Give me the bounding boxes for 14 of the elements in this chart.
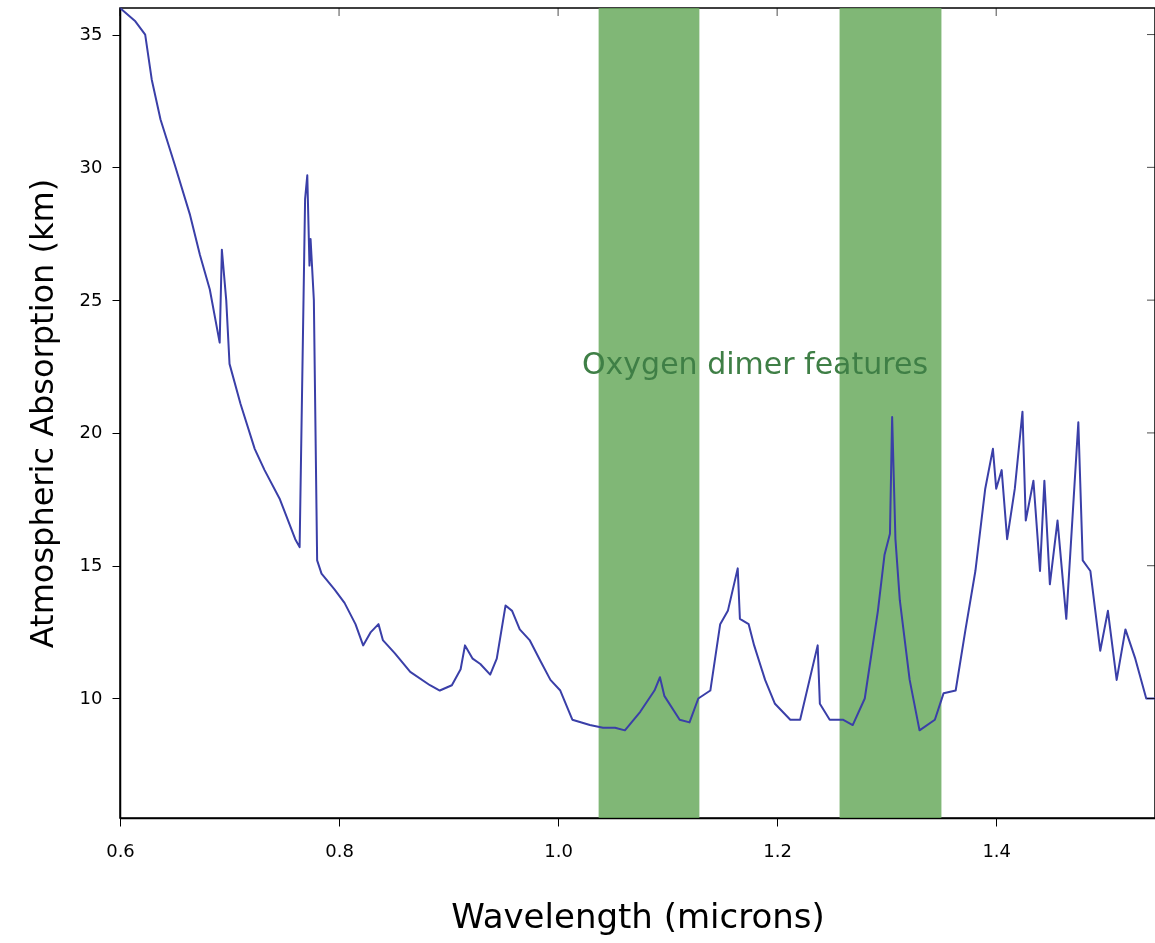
x-axis-title: Wavelength (microns) [451, 895, 825, 936]
line-series [119, 7, 1155, 732]
y-tick-label: 35 [79, 23, 103, 45]
y-tick-label: 10 [79, 686, 103, 708]
y-tick-label: 15 [79, 554, 103, 576]
y-tick-label: 30 [79, 155, 103, 177]
y-axis-title: Atmospheric Absorption (km) [22, 178, 61, 649]
y-tick-label: 25 [79, 288, 103, 310]
x-tick-label: 1.2 [763, 839, 792, 861]
x-tick-label: 1.4 [982, 839, 1012, 861]
x-tick-label: 1.0 [544, 839, 573, 861]
x-tick-label: 0.6 [106, 839, 135, 861]
x-tick-label: 0.8 [325, 839, 354, 861]
y-tick-label: 20 [79, 421, 103, 443]
